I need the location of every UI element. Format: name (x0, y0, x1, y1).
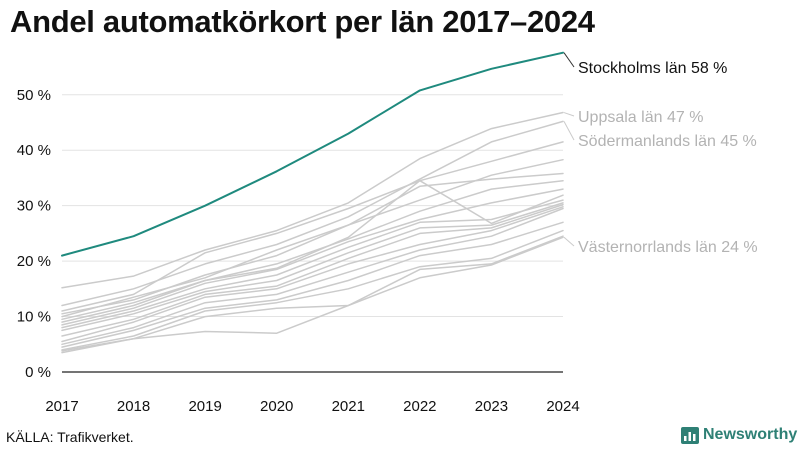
series-line (61, 202, 564, 332)
series-line (61, 158, 564, 315)
series-line (61, 120, 564, 307)
x-tick-label: 2019 (188, 398, 221, 415)
y-tick-label: 20 % (17, 253, 51, 270)
series-line (61, 203, 564, 337)
series-end-label: Södermanlands län 45 % (578, 133, 757, 150)
label-leader (563, 112, 575, 117)
series-line (61, 235, 564, 354)
series-line (61, 207, 564, 346)
label-leader (563, 52, 575, 68)
y-tick-label: 40 % (17, 142, 51, 159)
series-end-label: Uppsala län 47 % (578, 109, 703, 126)
x-tick-label: 2018 (117, 398, 150, 415)
series-line (61, 229, 564, 351)
series-line (61, 236, 564, 352)
chart-title: Andel automatkörkort per län 2017–2024 (10, 4, 595, 39)
y-tick-label: 0 % (25, 364, 51, 381)
x-tick-label: 2020 (260, 398, 293, 415)
label-leader (563, 236, 575, 247)
series-line (61, 221, 564, 348)
series-line-highlight (61, 51, 564, 257)
x-tick-label: 2024 (546, 398, 579, 415)
series-line (61, 111, 564, 289)
y-tick-label: 10 % (17, 309, 51, 326)
x-tick-label: 2017 (45, 398, 78, 415)
series-labels: Stockholms län 58 % Uppsala län 47 % Söder… (563, 52, 758, 256)
series-end-label: Stockholms län 58 % (578, 60, 727, 77)
series-line (61, 199, 564, 329)
label-leader (563, 121, 575, 141)
y-tick-label: 30 % (17, 198, 51, 215)
series-line (61, 188, 564, 326)
x-tick-label: 2021 (332, 398, 365, 415)
y-tick-label: 50 % (17, 87, 51, 104)
series-line (61, 172, 564, 318)
x-tick-label: 2022 (403, 398, 436, 415)
grid-lines (62, 94, 563, 373)
x-tick-label: 2023 (475, 398, 508, 415)
bar-chart-icon (681, 426, 699, 444)
x-axis: 2017 2018 2019 2020 2021 2022 2023 2024 (45, 398, 579, 415)
series-line (61, 179, 564, 321)
y-axis: 0 % 10 % 20 % 30 % 40 % 50 % (17, 87, 51, 381)
brand-logo: Newsworthy (681, 426, 797, 444)
series-end-label: Västernorrlands län 24 % (578, 239, 758, 256)
source-note: KÄLLA: Trafikverket. (6, 429, 134, 445)
series-lines (61, 51, 564, 354)
series-line (61, 141, 564, 312)
brand-name: Newsworthy (703, 426, 798, 443)
series-line (61, 206, 564, 343)
series-line (61, 179, 564, 323)
